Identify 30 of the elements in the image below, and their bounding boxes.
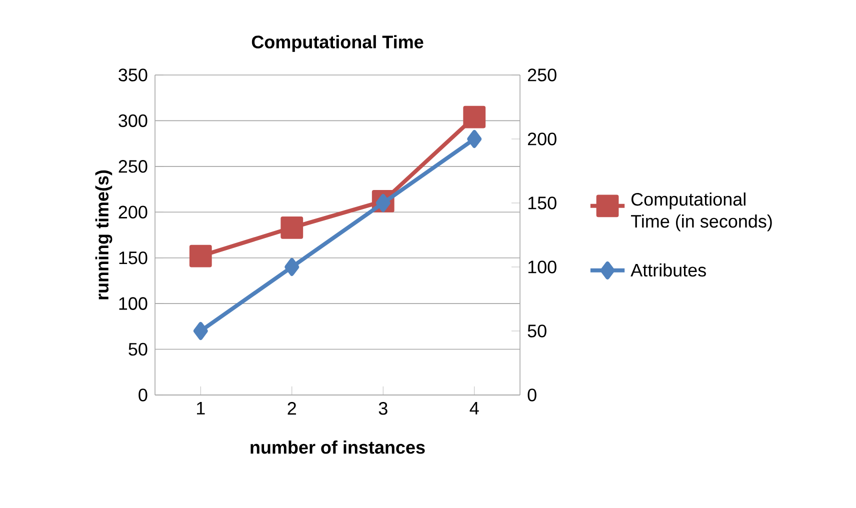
x-tick-label: 1	[197, 402, 205, 414]
y-tick-label: 50	[128, 342, 148, 356]
y-tick-label: 250	[118, 160, 148, 173]
chart-title: Computational Time	[252, 35, 424, 52]
y-tick-label: 200	[118, 206, 148, 219]
y2-tick-label: 150	[528, 196, 556, 210]
x-tick-label: 4	[470, 402, 479, 414]
y2-tick-label: 200	[528, 132, 556, 146]
legend-label: Attributes	[630, 263, 706, 277]
y2-tick-label: 250	[528, 68, 556, 82]
point	[463, 106, 486, 128]
x-tick-label: 2	[288, 402, 296, 415]
y2-tick-label: 100	[528, 260, 556, 274]
point	[376, 194, 390, 212]
point	[467, 130, 482, 148]
y2-tick-label: 50	[528, 324, 546, 338]
y-tick-label: 100	[119, 297, 148, 310]
y-tick-label: 350	[118, 68, 148, 82]
point	[189, 244, 212, 268]
point	[193, 322, 208, 340]
x-tick-label: 3	[378, 402, 388, 415]
point	[280, 216, 304, 239]
y-tick-label: 0	[138, 388, 148, 402]
y-tick-label: 300	[118, 114, 148, 128]
y-axis-title: running time(s)	[95, 170, 112, 300]
point	[284, 258, 300, 276]
y2-tick-label: 0	[528, 388, 536, 402]
y-tick-label: 150	[119, 251, 148, 264]
legend-label: Computational Time (in seconds)	[630, 192, 772, 232]
x-axis-title: number of instances	[250, 440, 425, 454]
